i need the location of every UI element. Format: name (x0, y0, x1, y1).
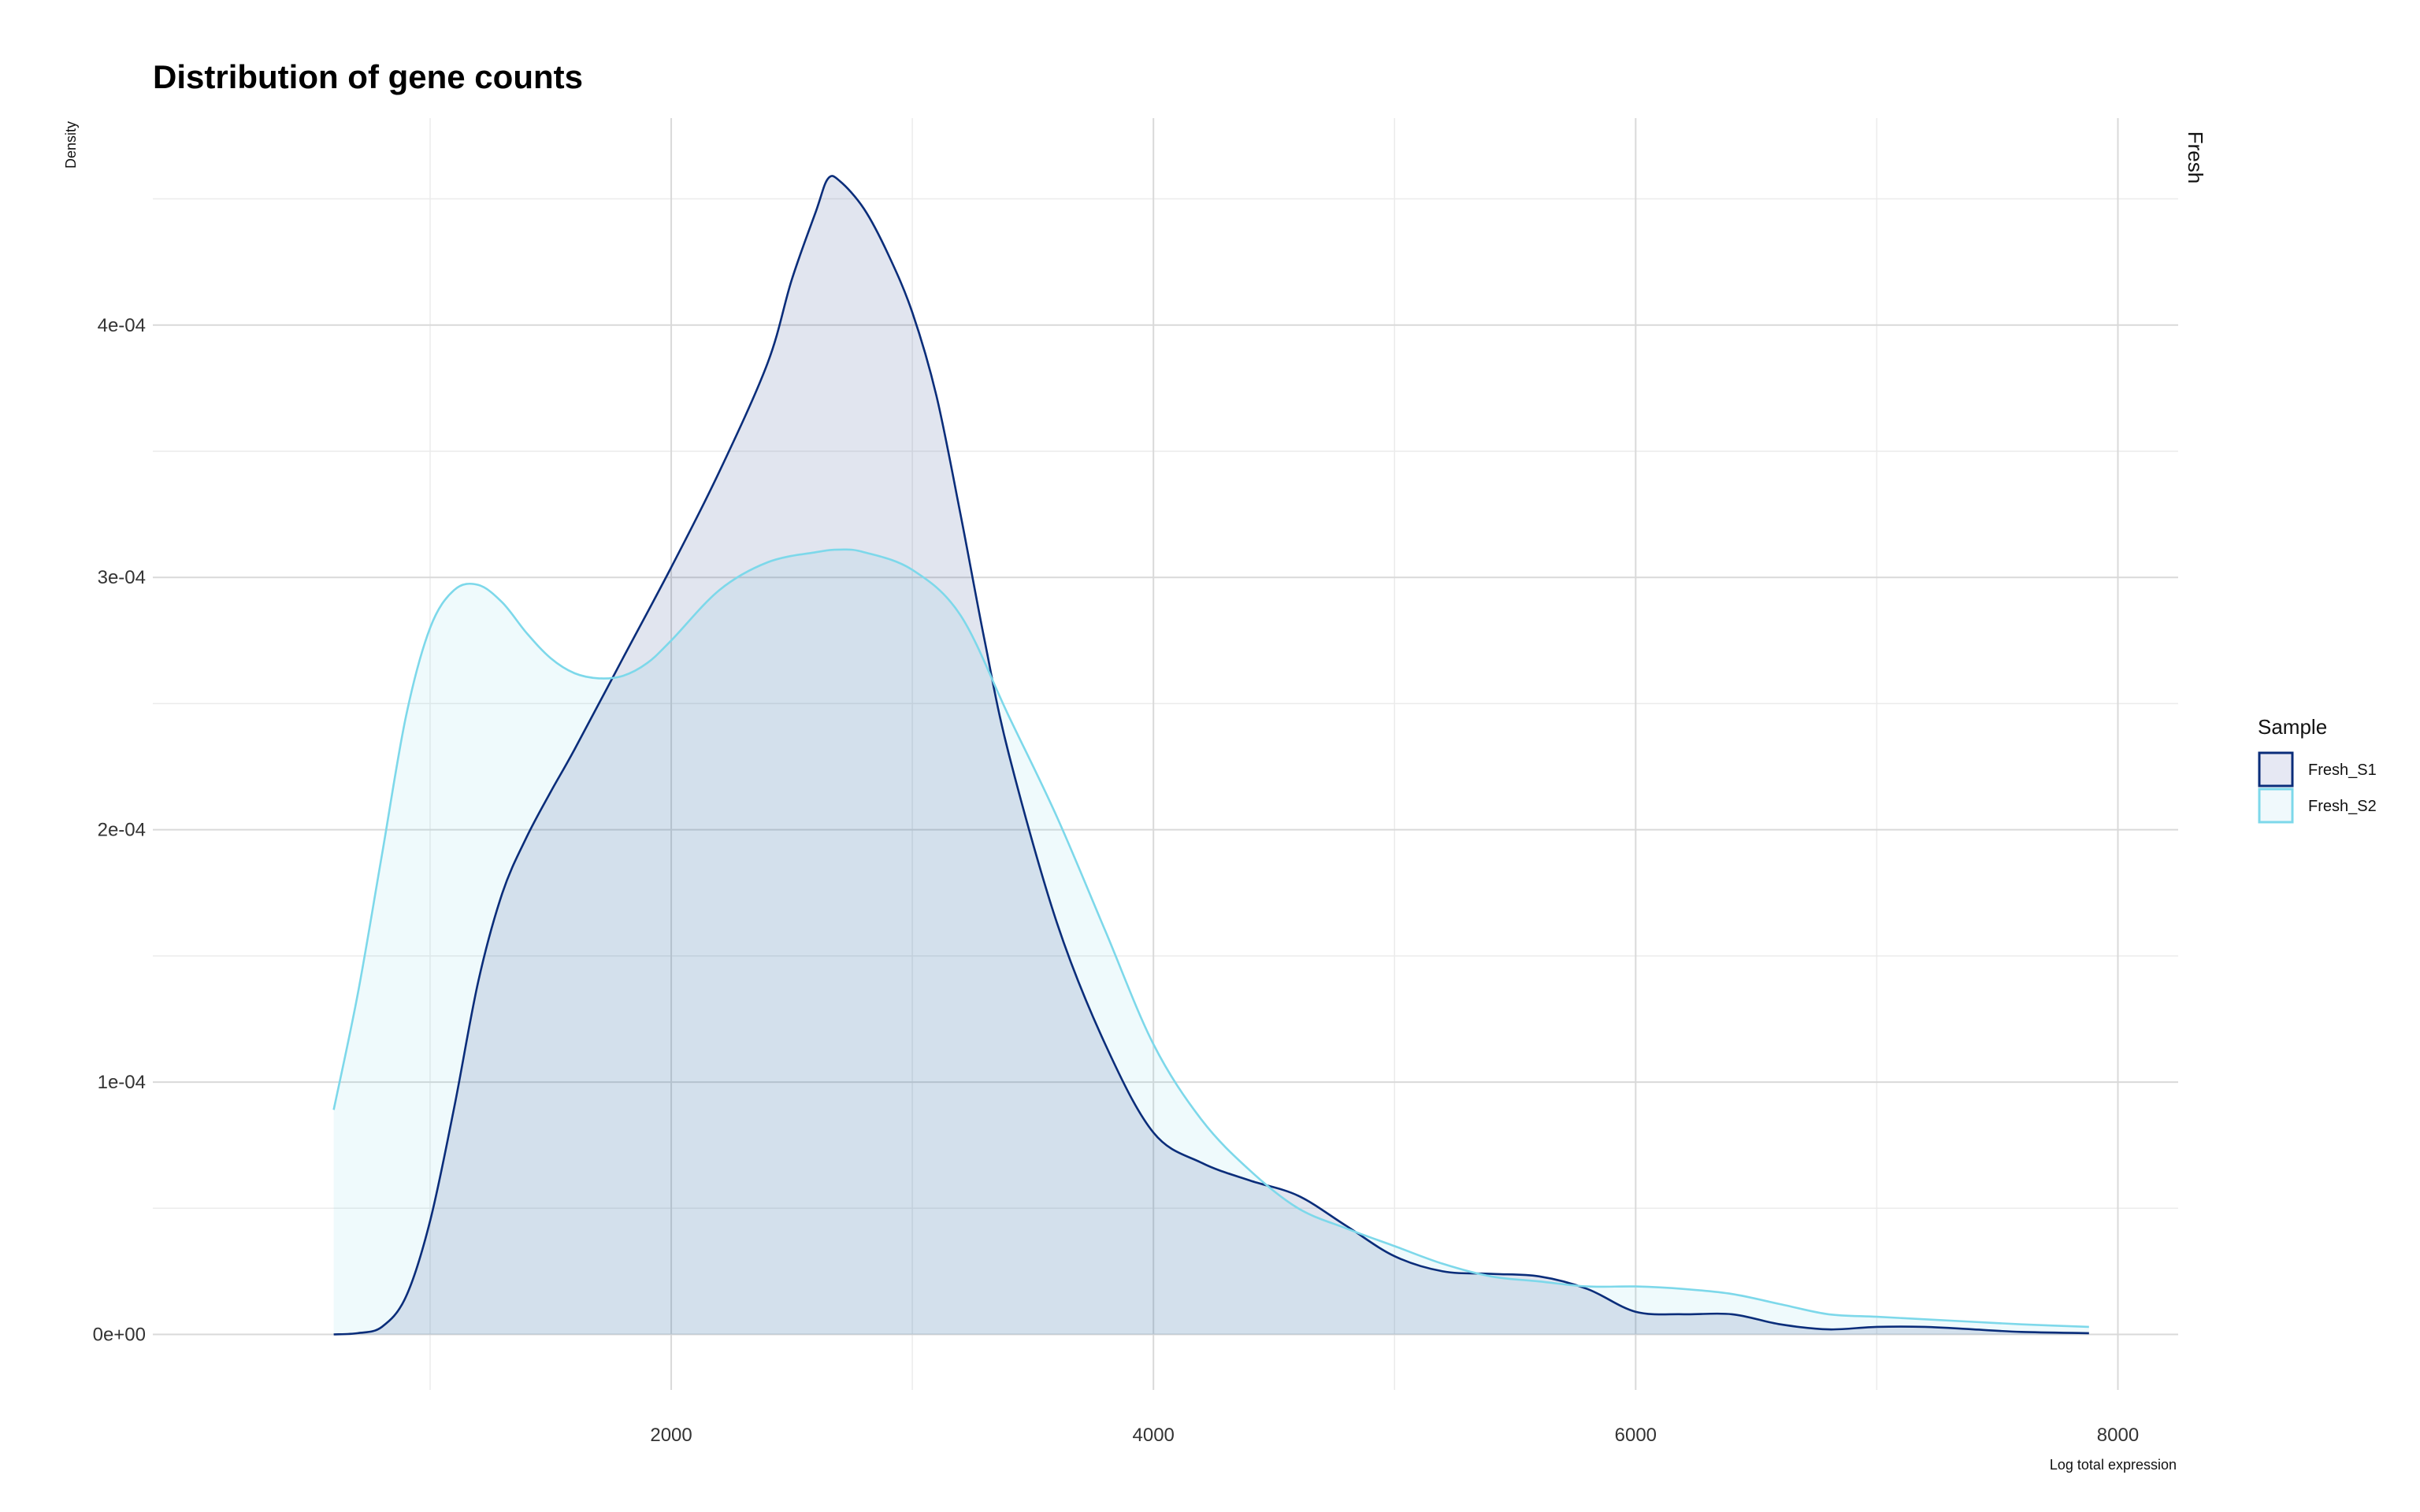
legend-label-fresh-s2: Fresh_S2 (2308, 798, 2377, 815)
density-line-fresh-s2 (332, 548, 2089, 1329)
y-tick-labels: 0e+00 1e-04 2e-04 3e-04 4e-04 (93, 315, 146, 1346)
density-area-fresh-s1 (333, 176, 2089, 1335)
x-axis-title: Log total expression (2050, 1457, 2177, 1473)
x-tick-labels: 2000 4000 6000 8000 (650, 1425, 2139, 1446)
density-areas (333, 176, 2089, 1335)
x-tick-label: 6000 (1615, 1425, 1657, 1446)
y-tick-label: 3e-04 (98, 567, 146, 588)
legend-key-fresh-s1 (2258, 751, 2294, 788)
y-tick-label: 1e-04 (98, 1072, 146, 1093)
density-lines (332, 175, 2089, 1336)
x-tick-label: 8000 (2097, 1425, 2139, 1446)
x-tick-label: 2000 (650, 1425, 692, 1446)
legend-label-fresh-s1: Fresh_S1 (2308, 762, 2377, 779)
legend: Sample Fresh_S1 Fresh_S2 (2258, 715, 2377, 824)
legend-title: Sample (2258, 715, 2327, 739)
y-tick-label: 0e+00 (93, 1325, 146, 1346)
y-tick-label: 2e-04 (98, 820, 146, 841)
facet-strip-label: Fresh (2184, 132, 2207, 183)
x-tick-label: 4000 (1133, 1425, 1175, 1446)
legend-items: Fresh_S1 Fresh_S2 (2258, 751, 2377, 824)
chart-title: Distribution of gene counts (153, 58, 583, 95)
y-axis-title: Density (63, 121, 79, 169)
grid (153, 118, 2178, 1390)
density-line-fresh-s1 (333, 175, 2089, 1336)
legend-key-fresh-s2 (2258, 788, 2294, 824)
y-tick-label: 4e-04 (98, 315, 146, 336)
density-area-fresh-s2 (333, 549, 2089, 1335)
